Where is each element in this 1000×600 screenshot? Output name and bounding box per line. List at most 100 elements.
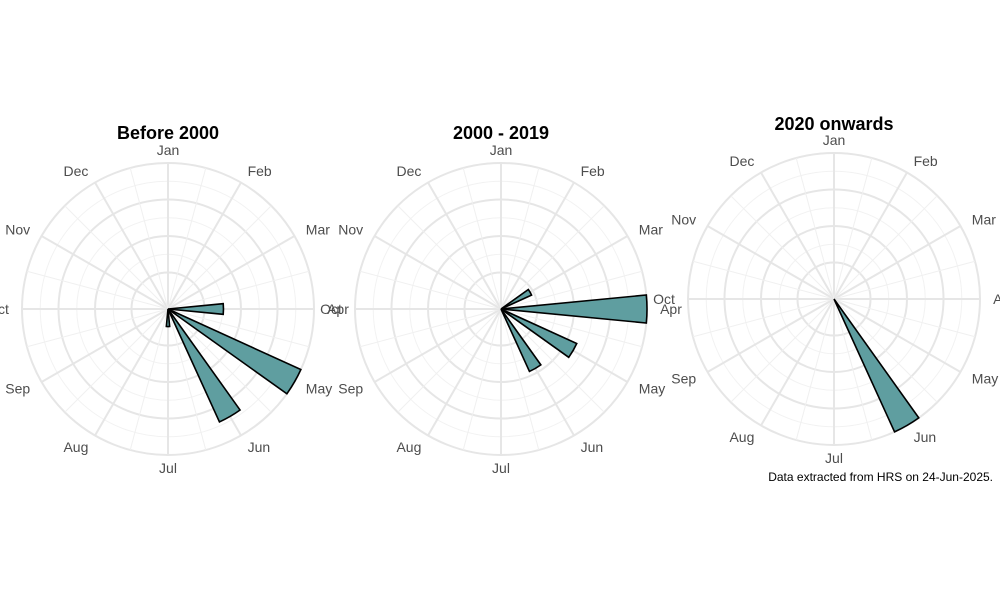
tick-label-jul: Jul <box>825 450 843 466</box>
grid-spoke <box>94 182 169 310</box>
tick-label-jul: Jul <box>492 460 510 476</box>
grid-spoke-minor <box>692 260 835 300</box>
bar-jul <box>165 308 171 328</box>
tick-label-jan: Jan <box>157 142 180 158</box>
grid-spoke <box>500 182 575 310</box>
panel-title: 2020 onwards <box>774 114 893 134</box>
tick-label-dec: Dec <box>396 163 421 179</box>
tick-label-feb: Feb <box>581 163 605 179</box>
grid-spoke <box>833 225 961 300</box>
tick-label-apr: Apr <box>327 301 349 317</box>
grid-spoke-minor <box>26 308 169 348</box>
panel-title: Before 2000 <box>117 123 219 143</box>
grid-spoke-minor <box>692 298 835 338</box>
grid-spoke-minor <box>500 167 540 310</box>
tick-label-sep: Sep <box>5 381 30 397</box>
grid-spoke <box>167 235 295 310</box>
tick-label-may: May <box>306 381 332 397</box>
bar-may <box>500 308 578 359</box>
tick-label-jul: Jul <box>159 460 177 476</box>
grid-spoke-minor <box>500 308 540 451</box>
grid-spoke-minor <box>167 308 310 348</box>
grid-spoke <box>760 298 835 426</box>
data-source-caption: Data extracted from HRS on 24-Jun-2025. <box>768 470 993 484</box>
grid-spoke <box>374 308 502 383</box>
grid-spoke <box>374 235 502 310</box>
grid-spoke-minor <box>167 308 207 451</box>
grid-spoke-minor <box>833 298 873 441</box>
tick-label-mar: Mar <box>972 211 996 227</box>
tick-label-may: May <box>639 381 665 397</box>
grid-spoke-minor <box>129 167 169 310</box>
bar-may <box>167 308 302 395</box>
tick-label-apr: Apr <box>993 291 1000 307</box>
grid-spoke-minor <box>167 167 207 310</box>
grid-spoke-minor <box>730 195 835 300</box>
grid-spoke-minor <box>167 205 272 310</box>
tick-label-mar: Mar <box>306 221 330 237</box>
tick-label-oct: Oct <box>0 301 9 317</box>
tick-label-aug: Aug <box>729 429 754 445</box>
tick-label-oct: Oct <box>653 291 675 307</box>
grid-spoke <box>707 298 835 373</box>
tick-label-nov: Nov <box>671 211 696 227</box>
grid-spoke-minor <box>129 308 169 451</box>
tick-label-nov: Nov <box>5 221 30 237</box>
tick-label-dec: Dec <box>63 163 88 179</box>
grid-spoke-minor <box>730 298 835 403</box>
tick-label-jun: Jun <box>248 439 271 455</box>
tick-label-sep: Sep <box>671 371 696 387</box>
grid-spoke-minor <box>833 298 938 403</box>
grid-spoke-minor <box>833 298 976 338</box>
tick-label-sep: Sep <box>338 381 363 397</box>
grid-spoke <box>94 308 169 436</box>
tick-label-nov: Nov <box>338 221 363 237</box>
tick-label-feb: Feb <box>248 163 272 179</box>
grid-spoke-minor <box>462 167 502 310</box>
tick-label-dec: Dec <box>729 153 754 169</box>
tick-label-may: May <box>972 371 998 387</box>
grid-spoke-minor <box>500 308 643 348</box>
tick-label-feb: Feb <box>914 153 938 169</box>
tick-label-aug: Aug <box>63 439 88 455</box>
grid-spoke-minor <box>833 157 873 300</box>
grid-spoke-minor <box>167 270 310 310</box>
grid-spoke <box>833 172 908 300</box>
tick-label-jun: Jun <box>914 429 937 445</box>
grid-spoke-minor <box>500 205 605 310</box>
grid-spoke-minor <box>795 157 835 300</box>
tick-label-oct: Oct <box>320 301 342 317</box>
panel-title: 2000 - 2019 <box>453 123 549 143</box>
grid-spoke <box>427 182 502 310</box>
tick-label-jan: Jan <box>823 132 846 148</box>
grid-spoke <box>833 298 961 373</box>
grid-spoke-minor <box>833 195 938 300</box>
tick-label-mar: Mar <box>639 221 663 237</box>
grid-spoke-minor <box>167 308 272 413</box>
bar-jun <box>500 308 542 373</box>
grid-spoke <box>760 172 835 300</box>
grid-spoke-minor <box>795 298 835 441</box>
grid-spoke-minor <box>64 205 169 310</box>
grid-spoke <box>41 235 169 310</box>
bar-jun <box>167 308 242 423</box>
grid-spoke-minor <box>397 308 502 413</box>
grid-spoke-minor <box>397 205 502 310</box>
grid-spoke-minor <box>26 270 169 310</box>
grid-spoke-minor <box>64 308 169 413</box>
tick-label-jan: Jan <box>490 142 513 158</box>
bar-mar <box>500 288 533 310</box>
bar-apr <box>500 294 648 324</box>
grid-spoke-minor <box>833 260 976 300</box>
grid-spoke <box>427 308 502 436</box>
grid-spoke-minor <box>359 270 502 310</box>
grid-spoke <box>707 225 835 300</box>
grid-spoke <box>167 182 242 310</box>
grid-spoke-minor <box>500 270 643 310</box>
grid-spoke <box>41 308 169 383</box>
grid-spoke-minor <box>500 308 605 413</box>
grid-spoke-minor <box>359 308 502 348</box>
